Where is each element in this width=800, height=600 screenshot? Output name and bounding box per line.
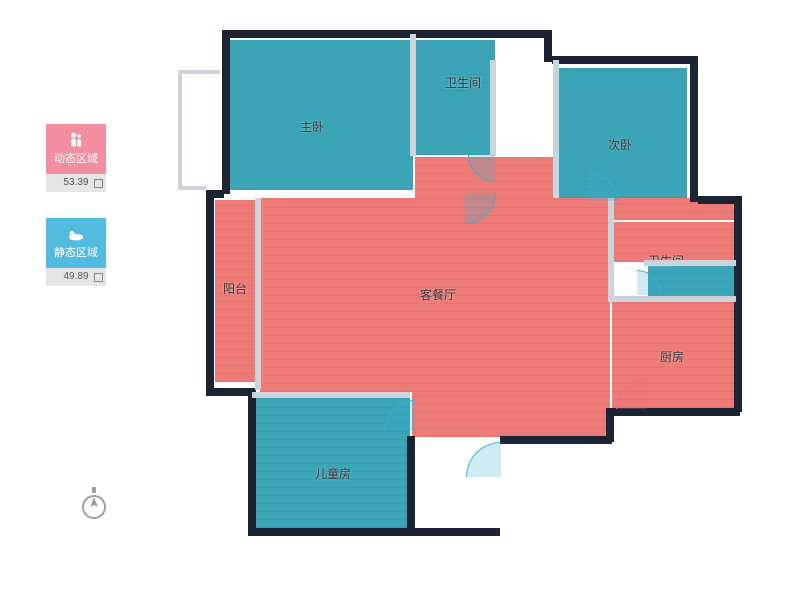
wall-0 bbox=[222, 30, 544, 38]
wall-24 bbox=[252, 392, 410, 398]
wall-18 bbox=[490, 60, 496, 156]
wall-23 bbox=[255, 198, 261, 390]
door-6 bbox=[466, 442, 501, 477]
wall-22 bbox=[644, 260, 736, 266]
room-living3 bbox=[412, 392, 610, 437]
wall-1 bbox=[544, 30, 552, 62]
legend-static: 静态区域 49.89 bbox=[46, 218, 106, 286]
wall-12 bbox=[248, 388, 256, 534]
wall-6 bbox=[612, 408, 740, 416]
room-living4 bbox=[612, 222, 734, 262]
wall-8 bbox=[500, 436, 612, 444]
wall-3 bbox=[690, 56, 698, 202]
room-living2 bbox=[260, 198, 610, 392]
wall-11 bbox=[248, 528, 412, 536]
legend-dynamic-label: 动态区域 bbox=[54, 150, 98, 166]
compass-icon bbox=[80, 485, 108, 521]
floorplan-canvas: 动态区域 53.39 静态区域 49.89 主卧卫生间次卧儿童房阳台客餐厅卫生间… bbox=[0, 0, 800, 600]
wall-9 bbox=[412, 528, 500, 536]
legend-dynamic-swatch: 动态区域 bbox=[46, 124, 106, 174]
room-master bbox=[228, 40, 413, 190]
wall-10 bbox=[407, 436, 415, 532]
legend-static-swatch: 静态区域 bbox=[46, 218, 106, 268]
wall-2 bbox=[552, 56, 694, 64]
legend-static-label: 静态区域 bbox=[54, 244, 98, 260]
wall-17 bbox=[410, 34, 416, 156]
legend-dynamic-value: 53.39 bbox=[46, 174, 106, 192]
wall-21 bbox=[608, 296, 736, 302]
wall-20 bbox=[608, 198, 614, 300]
wall-5 bbox=[734, 196, 742, 412]
wall-19 bbox=[553, 60, 559, 198]
room-second bbox=[557, 68, 687, 198]
wall-27 bbox=[178, 186, 206, 190]
legend-static-value: 49.89 bbox=[46, 268, 106, 286]
rest-icon bbox=[66, 226, 86, 242]
room-balcony bbox=[215, 200, 255, 382]
person-icon bbox=[66, 132, 86, 148]
wall-16 bbox=[222, 30, 230, 194]
wall-14 bbox=[206, 190, 214, 394]
wall-26 bbox=[178, 70, 182, 188]
wall-25 bbox=[178, 70, 220, 74]
legend-dynamic: 动态区域 53.39 bbox=[46, 124, 106, 192]
room-bath1 bbox=[415, 40, 495, 155]
